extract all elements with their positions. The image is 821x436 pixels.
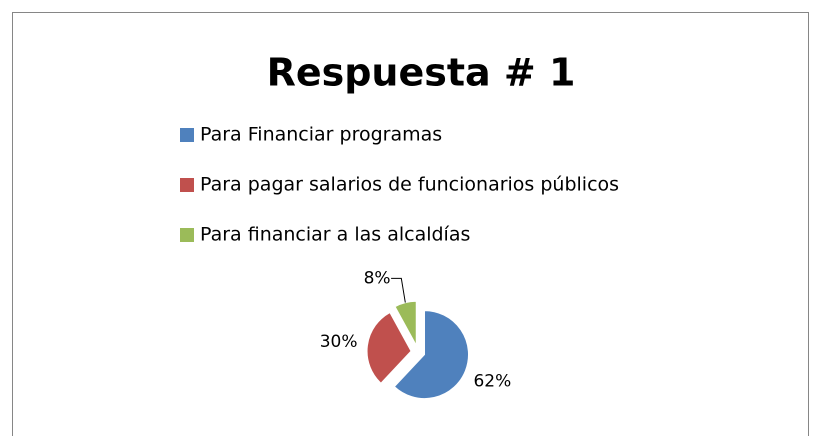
- chart-title: Respuesta # 1: [267, 51, 576, 95]
- chart-border: [12, 12, 809, 436]
- legend-label: Para financiar a las alcaldías: [200, 224, 470, 246]
- legend-label: Para pagar salarios de funcionarios públ…: [200, 174, 619, 196]
- legend-swatch: [180, 128, 194, 142]
- data-label: 30%: [320, 332, 358, 352]
- leader-line: [391, 277, 406, 303]
- legend-label: Para Financiar programas: [200, 124, 442, 146]
- pie-slice: [394, 300, 417, 346]
- data-label: 62%: [473, 371, 511, 391]
- legend-swatch: [180, 228, 194, 242]
- pie-slice: [393, 310, 470, 400]
- legend-swatch: [180, 178, 194, 192]
- data-label: 8%: [364, 268, 391, 288]
- pie-slice: [366, 311, 412, 384]
